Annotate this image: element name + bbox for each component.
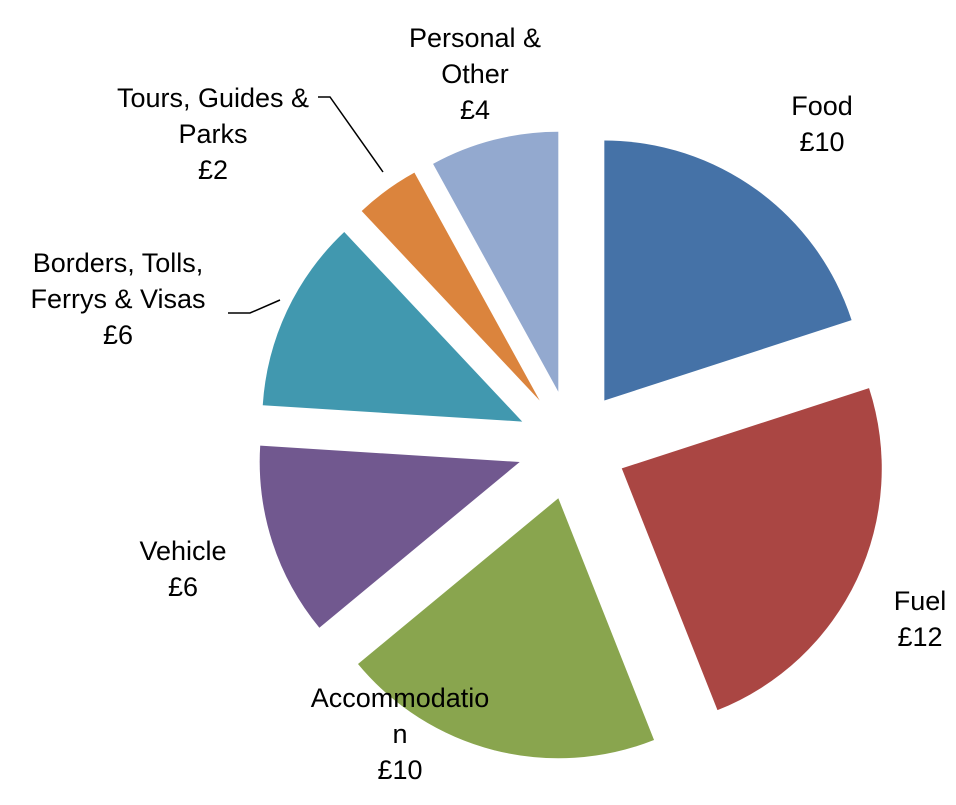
data-label: Tours, Guides & Parks £2 <box>108 81 318 189</box>
pie-slice <box>621 388 882 711</box>
value-label: £10 <box>377 754 423 785</box>
leader-line <box>318 96 384 173</box>
category-label: Personal & Other <box>408 23 542 90</box>
category-label: Fuel <box>893 586 947 617</box>
data-label: Borders, Tolls, Ferrys & Visas £6 <box>0 246 238 354</box>
data-label: Food £10 <box>752 89 892 161</box>
value-label: £6 <box>102 319 134 350</box>
value-label: £10 <box>799 127 845 157</box>
value-label: £4 <box>459 94 491 125</box>
category-label: Food <box>791 91 853 122</box>
category-label: Borders, Tolls, Ferrys & Visas <box>30 248 206 315</box>
pie-slice <box>357 498 655 759</box>
pie-slice <box>259 445 520 628</box>
category-label: Tours, Guides & Parks <box>116 83 310 150</box>
value-label: £6 <box>167 572 199 602</box>
pie-slice <box>604 140 852 401</box>
data-label: Personal & Other £4 <box>380 21 570 129</box>
data-label: Fuel £12 <box>860 584 956 656</box>
value-label: £2 <box>197 154 229 185</box>
category-label: Vehicle <box>139 536 227 567</box>
leader-line <box>228 299 281 314</box>
pie-slice <box>433 131 559 392</box>
data-label: Accommodation £10 <box>305 681 495 789</box>
data-label: Vehicle £6 <box>108 534 258 606</box>
pie-slice <box>262 232 523 422</box>
value-label: £12 <box>897 622 943 652</box>
category-label: Accommodation <box>310 683 490 750</box>
pie-slice <box>361 172 540 401</box>
